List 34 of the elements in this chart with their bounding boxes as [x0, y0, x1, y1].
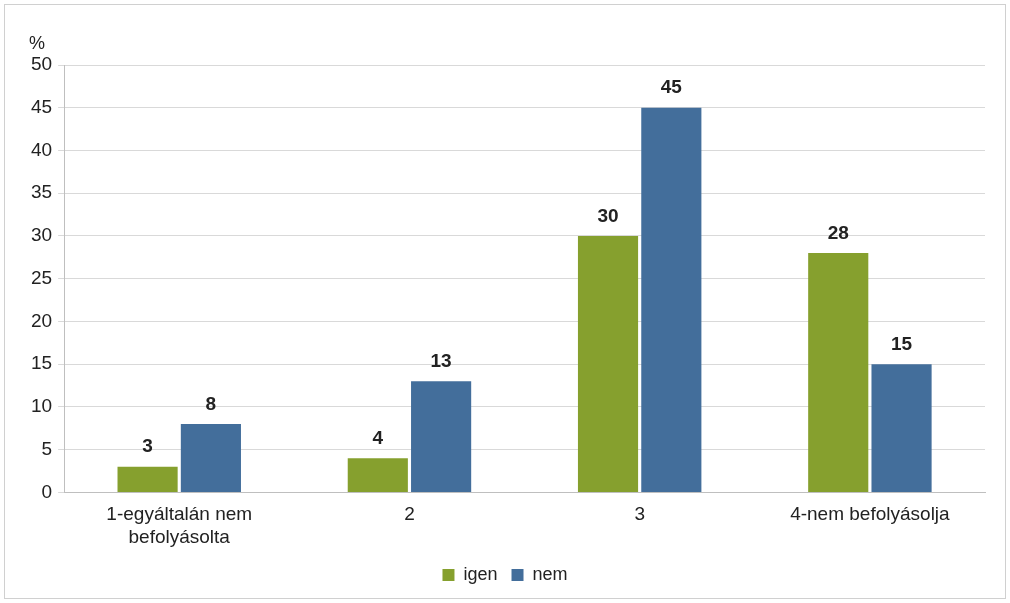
- y-tick-label: 35: [30, 181, 53, 203]
- y-tick-label: 10: [30, 395, 53, 417]
- y-tick-label: 50: [30, 53, 53, 75]
- bar: [808, 253, 869, 492]
- x-tick-label: 1-egyáltalán nem befolyásolta: [106, 503, 253, 547]
- data-label: 3: [142, 435, 153, 457]
- bar: [411, 381, 472, 492]
- data-label: 13: [430, 350, 452, 372]
- y-tick-label: 30: [30, 224, 53, 246]
- y-tick-label: 20: [30, 309, 53, 331]
- data-label: 45: [660, 76, 683, 98]
- bar: [347, 458, 408, 492]
- legend-label: igen: [463, 563, 498, 584]
- data-label: 8: [205, 392, 217, 414]
- data-label: 28: [827, 221, 849, 243]
- x-tick-label: 2: [404, 503, 415, 525]
- y-tick-label: 45: [30, 95, 53, 117]
- data-label: 30: [597, 204, 619, 226]
- y-tick-label: 25: [30, 266, 53, 288]
- legend-label: nem: [532, 563, 568, 584]
- data-label: 15: [890, 332, 913, 354]
- y-tick-label: 5: [41, 437, 53, 459]
- y-tick-label: 0: [41, 480, 53, 502]
- y-tick-label: 40: [30, 138, 53, 160]
- bar: [180, 424, 241, 492]
- bar: [117, 466, 178, 492]
- bar: [641, 107, 702, 492]
- x-tick-label: 4-nem befolyásolja: [790, 503, 951, 525]
- y-tick-label: 15: [30, 352, 53, 374]
- data-label: 4: [372, 426, 384, 448]
- bar: [871, 364, 932, 492]
- x-tick-label: 3: [634, 503, 645, 525]
- y-axis-title: %: [28, 32, 46, 53]
- bar: [577, 235, 639, 492]
